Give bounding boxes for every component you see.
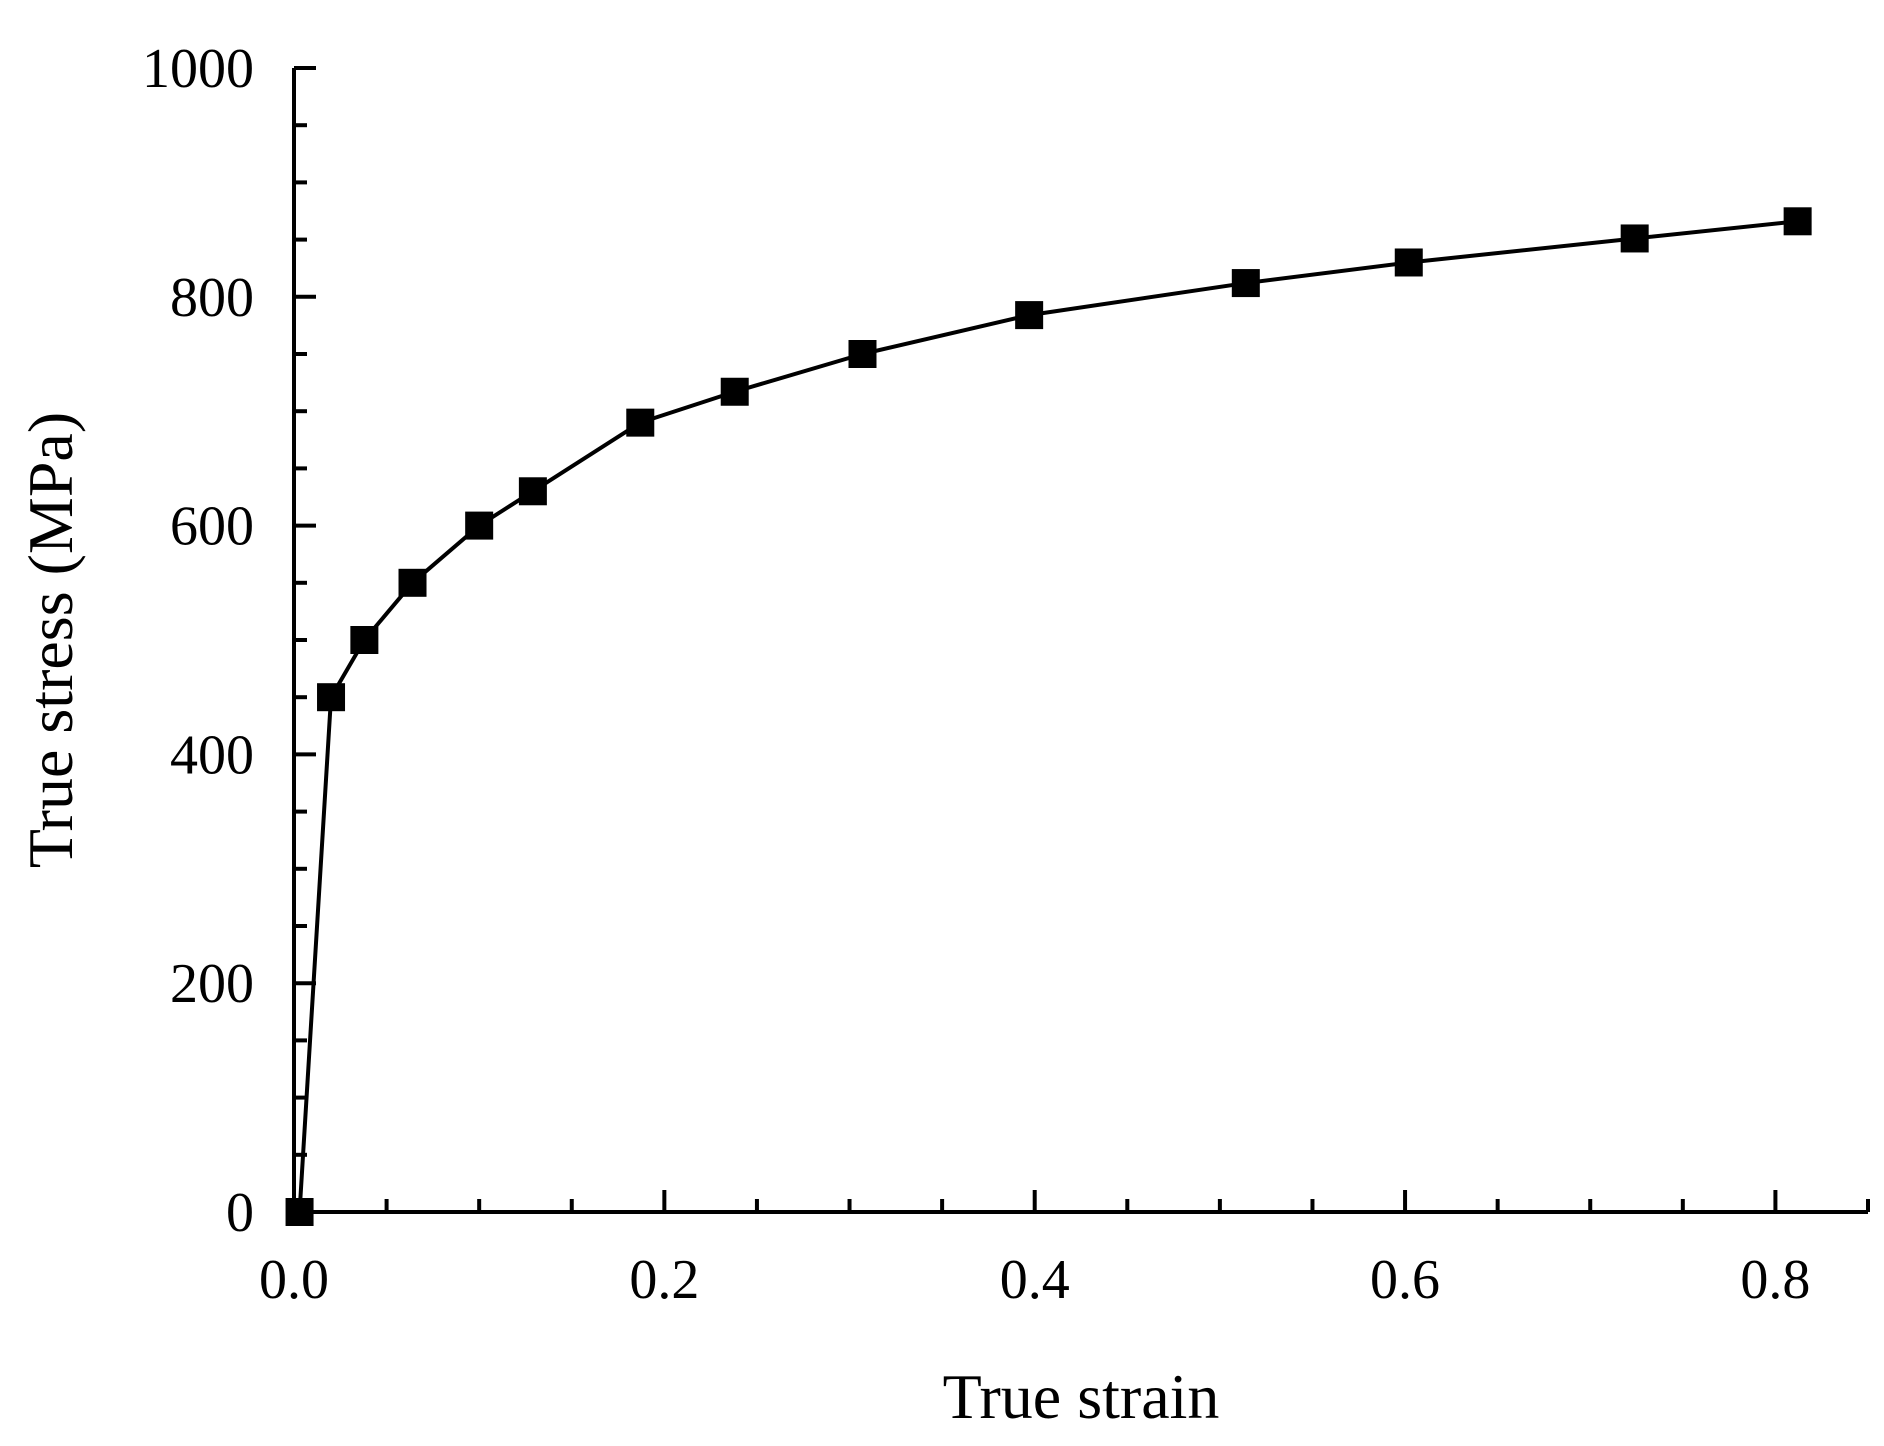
y-tick-label: 800 (170, 267, 254, 329)
data-point-marker (848, 340, 877, 368)
data-point-marker (1783, 207, 1812, 236)
data-point-marker (720, 377, 749, 406)
x-axis-tick-labels: 0.0 0.2 0.4 0.6 0.8 (259, 1249, 1810, 1311)
y-tick-label: 600 (170, 496, 254, 558)
data-point-marker (1015, 301, 1044, 330)
y-tick-label: 400 (170, 724, 254, 786)
x-tick-label: 0.0 (259, 1249, 329, 1311)
series-markers (285, 207, 1812, 1226)
x-tick-label: 0.8 (1740, 1249, 1810, 1311)
series-line (297, 219, 1798, 1213)
x-axis-title: True strain (943, 1361, 1220, 1432)
data-point-marker (350, 626, 379, 654)
x-axis-ticks (292, 1190, 1870, 1212)
y-tick-label: 0 (226, 1182, 254, 1244)
y-tick-label: 200 (170, 953, 254, 1015)
y-axis-title: True stress (MPa) (15, 412, 86, 868)
data-point-marker (285, 1198, 314, 1226)
y-tick-label: 1000 (142, 38, 254, 100)
data-point-marker (1394, 248, 1423, 277)
data-point-marker (465, 511, 494, 540)
data-point-marker (317, 683, 346, 712)
data-point-marker (518, 477, 547, 506)
x-tick-label: 0.4 (1000, 1249, 1070, 1311)
series-lines (297, 219, 1798, 1213)
data-point-marker (398, 568, 427, 597)
y-axis-ticks (294, 66, 316, 1214)
y-axis-tick-labels: 0 200 400 600 800 1000 (142, 38, 254, 1244)
data-point-marker (1231, 269, 1260, 298)
x-tick-label: 0.2 (629, 1249, 699, 1311)
plot-area: 0.0 0.2 0.4 0.6 0.8 0 200 400 600 800 1000 (142, 38, 1870, 1311)
data-point-marker (626, 408, 655, 437)
data-point-marker (1620, 224, 1649, 253)
x-tick-label: 0.6 (1370, 1249, 1440, 1311)
